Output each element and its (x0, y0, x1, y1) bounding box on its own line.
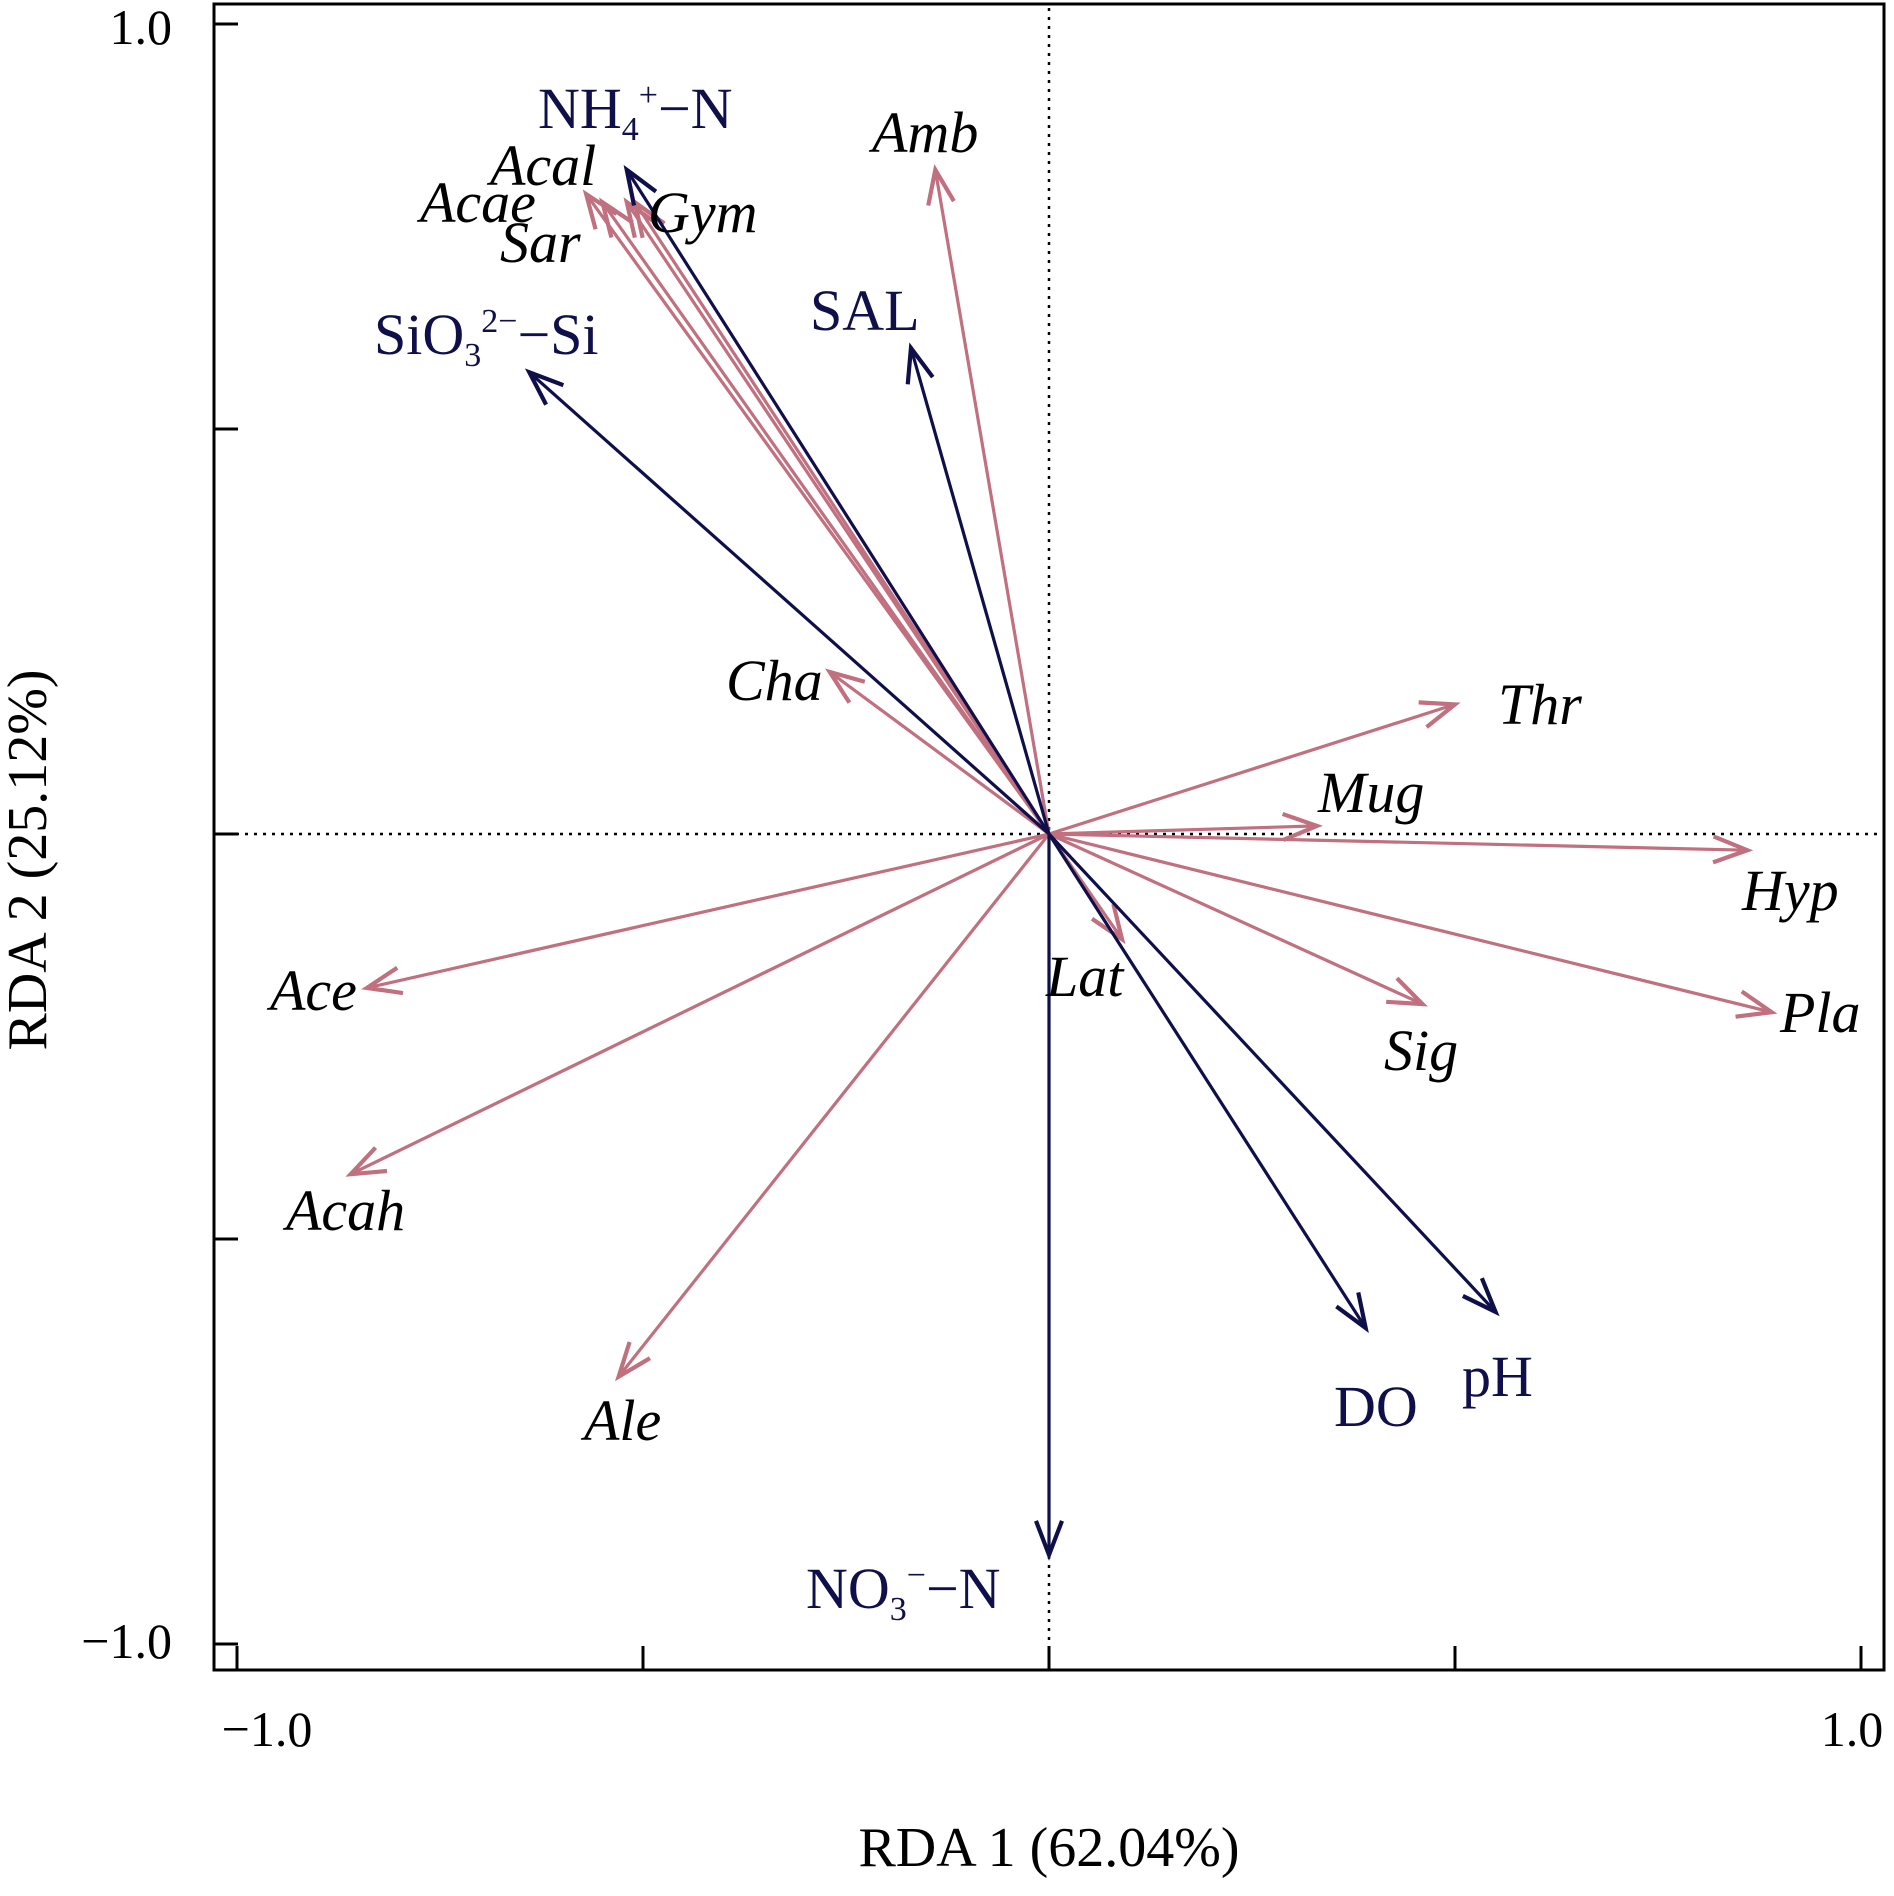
x-tick-label-min: −1.0 (222, 1701, 313, 1757)
species-arrow-sar (599, 197, 1051, 835)
species-label-sar: Sar (500, 210, 581, 275)
x-axis-title: RDA 1 (62.04%) (858, 1817, 1239, 1879)
environment-arrow-1 (524, 368, 1051, 836)
environment-arrow-5 (1034, 834, 1064, 1561)
species-label-acae: Acae (416, 170, 536, 235)
species-arrow-mug (1048, 811, 1323, 842)
species-arrow-amb (926, 164, 1051, 835)
species-label-sig: Sig (1384, 1018, 1458, 1083)
species-arrow-thr (1048, 700, 1461, 836)
environment-label-1: SiO32−−Si (374, 302, 599, 374)
y-tick-label-min: −1.0 (81, 1613, 172, 1669)
y-tick-label-max: 1.0 (110, 0, 173, 55)
species-arrow-hyp (1048, 832, 1754, 865)
species-label-amb: Amb (868, 100, 978, 165)
species-label-acal: Acal (486, 133, 596, 198)
species-label-mug: Mug (1317, 760, 1424, 825)
species-label-thr: Thr (1498, 672, 1582, 737)
environment-label-3: DO (1334, 1374, 1418, 1439)
environment-arrow-2 (905, 342, 1051, 835)
axis-ticks (214, 22, 1863, 1670)
species-label-gym: Gym (648, 180, 758, 245)
x-tick-label-max: 1.0 (1821, 1701, 1884, 1757)
environment-label-5: NO3−−N (806, 1556, 1001, 1628)
species-arrow-ace (361, 832, 1050, 996)
environment-label-0: NH4+−N (538, 76, 733, 148)
environment-arrow-3 (1047, 833, 1369, 1334)
y-axis-title: RDA 2 (25.12%) (0, 669, 59, 1050)
species-label-acah: Acah (282, 1178, 405, 1243)
species-label-lat: Lat (1045, 944, 1125, 1009)
species-arrow-sig (1048, 832, 1428, 1007)
axis-tick-labels: −1.0 1.0 1.0 −1.0 (81, 0, 1883, 1757)
environment-arrow-4 (1047, 832, 1500, 1317)
species-label-cha: Cha (726, 648, 823, 713)
species-arrow-acah (345, 832, 1050, 1177)
species-arrow-cha (825, 668, 1050, 836)
species-arrow-pla (1048, 832, 1778, 1019)
species-label-ale: Ale (580, 1388, 661, 1453)
environment-label-2: SAL (810, 278, 920, 343)
species-label-hyp: Hyp (1741, 858, 1839, 923)
environment-arrows (524, 164, 1500, 1561)
species-arrows (345, 164, 1778, 1382)
environment-label-4: pH (1462, 1344, 1533, 1409)
species-label-pla: Pla (1779, 980, 1861, 1045)
species-label-ace: Ace (266, 958, 357, 1023)
species-arrow-ale (614, 833, 1051, 1382)
environment-arrow-0 (623, 164, 1051, 835)
